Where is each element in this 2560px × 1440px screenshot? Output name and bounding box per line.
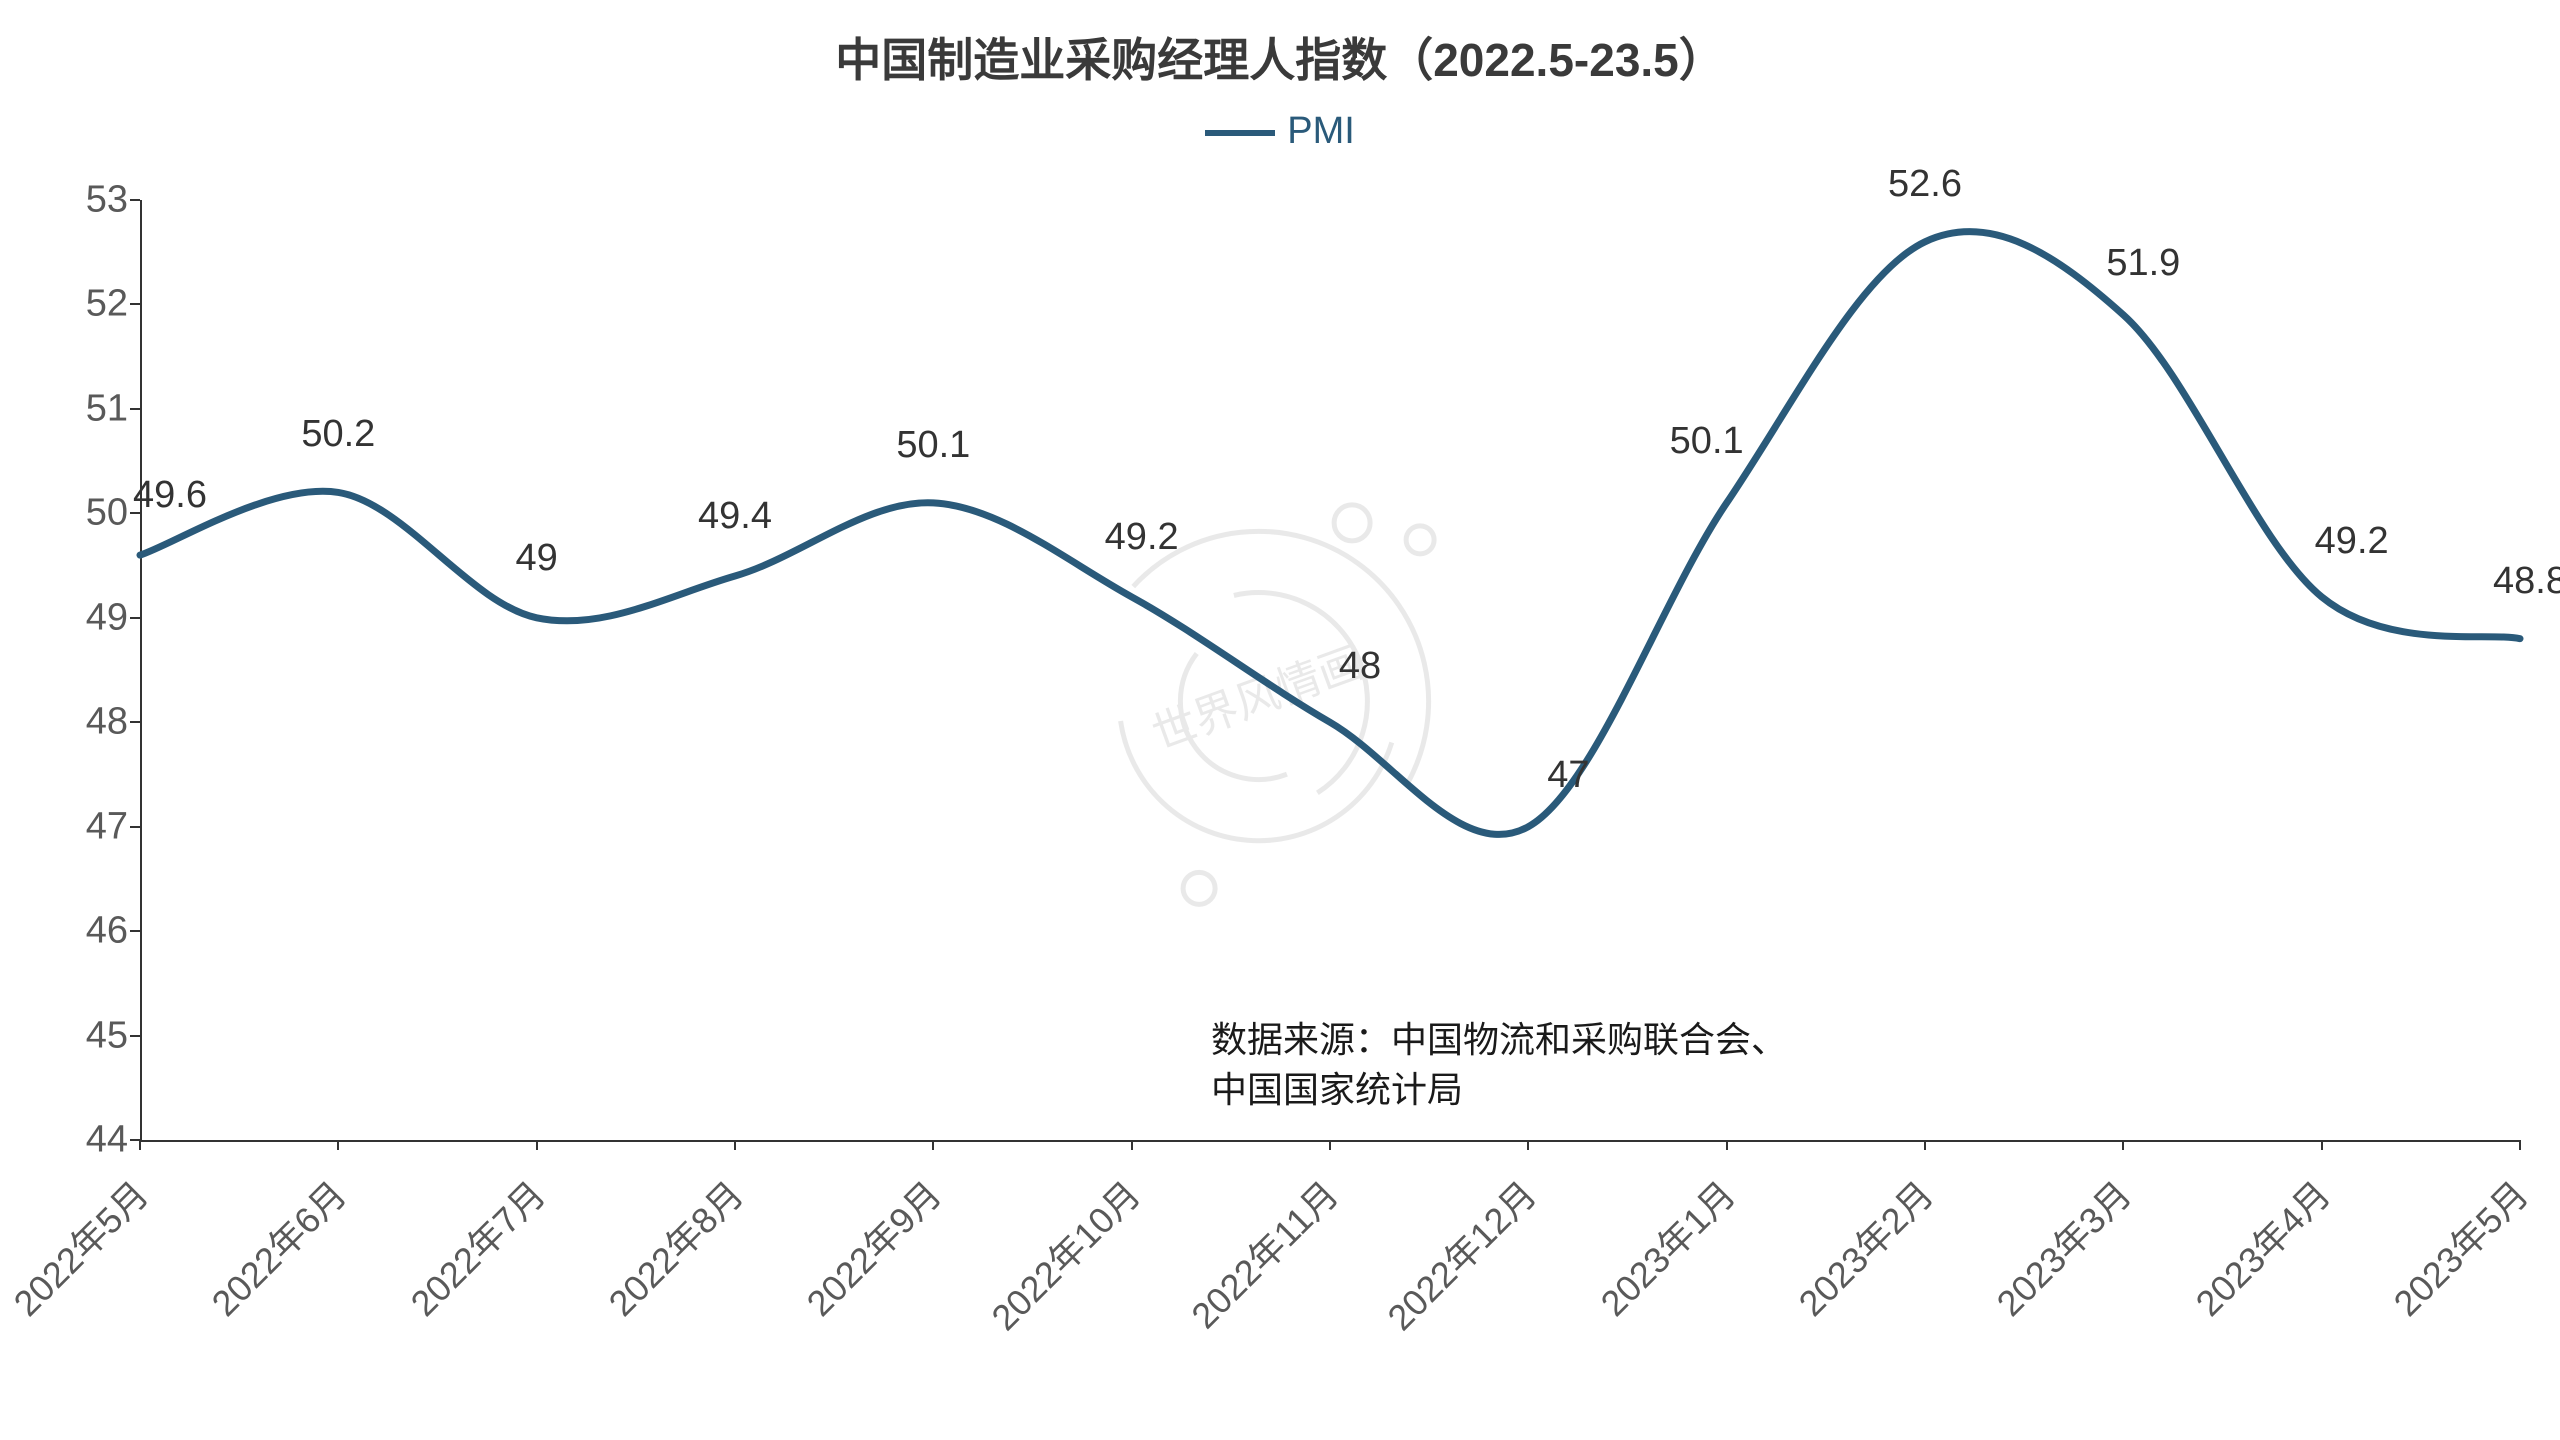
x-tick-label: 2022年11月 xyxy=(1178,1168,1349,1339)
y-tick-label: 48 xyxy=(86,701,140,744)
chart-container: 中国制造业采购经理人指数（2022.5-23.5） PMI 世界风情画 数据来源… xyxy=(0,0,2560,1440)
y-tick-label: 46 xyxy=(86,910,140,953)
data-label: 49.2 xyxy=(2315,520,2389,563)
x-tick-mark xyxy=(1329,1140,1331,1150)
y-tick-label: 44 xyxy=(86,1119,140,1162)
x-tick-label: 2023年1月 xyxy=(1587,1168,1745,1326)
x-tick-mark xyxy=(1726,1140,1728,1150)
x-tick-mark xyxy=(1527,1140,1529,1150)
pmi-line xyxy=(140,200,2520,1140)
x-tick-label: 2023年5月 xyxy=(2380,1168,2538,1326)
data-label: 50.1 xyxy=(896,424,970,467)
chart-title: 中国制造业采购经理人指数（2022.5-23.5） xyxy=(0,24,2560,90)
data-label: 49.6 xyxy=(133,474,207,517)
x-tick-label: 2023年2月 xyxy=(1785,1168,1943,1326)
x-tick-label: 2022年10月 xyxy=(977,1168,1150,1341)
y-tick-label: 49 xyxy=(86,596,140,639)
x-tick-mark xyxy=(2122,1140,2124,1150)
data-label: 51.9 xyxy=(2106,242,2180,285)
data-label: 48 xyxy=(1339,645,1381,688)
data-label: 49.2 xyxy=(1105,516,1179,559)
x-tick-mark xyxy=(932,1140,934,1150)
data-label: 49 xyxy=(516,537,558,580)
x-tick-mark xyxy=(536,1140,538,1150)
y-tick-label: 45 xyxy=(86,1014,140,1057)
x-tick-label: 2022年6月 xyxy=(198,1168,356,1326)
source-text: 数据来源：中国物流和采购联合会、 中国国家统计局 xyxy=(1211,1015,1787,1116)
x-tick-label: 2022年8月 xyxy=(595,1168,753,1326)
data-label: 50.2 xyxy=(301,413,375,456)
legend-line-icon xyxy=(1205,130,1275,136)
plot-area: 世界风情画 数据来源：中国物流和采购联合会、 中国国家统计局 444546474… xyxy=(140,200,2520,1140)
x-tick-label: 2023年4月 xyxy=(2182,1168,2340,1326)
x-tick-mark xyxy=(734,1140,736,1150)
x-tick-label: 2023年3月 xyxy=(1983,1168,2141,1326)
x-tick-mark xyxy=(337,1140,339,1150)
data-label: 50.1 xyxy=(1670,420,1744,463)
data-label: 52.6 xyxy=(1888,163,1962,206)
y-tick-label: 47 xyxy=(86,805,140,848)
y-tick-label: 50 xyxy=(86,492,140,535)
y-tick-label: 53 xyxy=(86,179,140,222)
y-tick-label: 51 xyxy=(86,387,140,430)
x-tick-label: 2022年5月 xyxy=(0,1168,158,1326)
x-tick-label: 2022年7月 xyxy=(397,1168,555,1326)
data-label: 49.4 xyxy=(698,495,772,538)
x-tick-mark xyxy=(1924,1140,1926,1150)
x-tick-mark xyxy=(2321,1140,2323,1150)
chart-legend: PMI xyxy=(0,110,2560,153)
x-tick-mark xyxy=(139,1140,141,1150)
x-tick-mark xyxy=(1131,1140,1133,1150)
x-tick-label: 2022年12月 xyxy=(1374,1168,1547,1341)
source-line-1: 数据来源：中国物流和采购联合会、 xyxy=(1211,1019,1787,1060)
legend-label: PMI xyxy=(1287,110,1355,152)
x-tick-mark xyxy=(2519,1140,2521,1150)
source-line-2: 中国国家统计局 xyxy=(1211,1069,1463,1110)
y-tick-label: 52 xyxy=(86,283,140,326)
data-label: 47 xyxy=(1547,754,1589,797)
data-label: 48.8 xyxy=(2493,560,2560,603)
x-tick-label: 2022年9月 xyxy=(793,1168,951,1326)
